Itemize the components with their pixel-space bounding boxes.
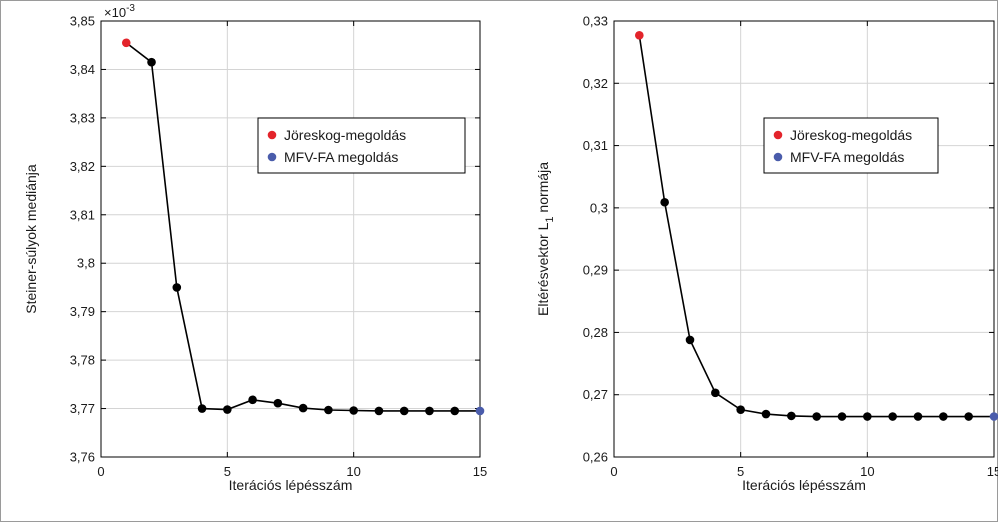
chart-2-point-15 (989, 412, 998, 421)
chart-1-point-1 (121, 38, 131, 48)
chart-2-ytick-label-1: 0,27 (583, 387, 608, 402)
chart-1-xtick-label-1: 5 (224, 464, 231, 479)
chart-2-point-11 (888, 412, 897, 421)
chart-1-ytick-label-6: 3,82 (70, 159, 95, 174)
chart-2-xtick-label-1: 5 (737, 464, 744, 479)
chart-1-xlabel: Iterációs lépésszám (229, 477, 353, 493)
chart-2-xtick-label-0: 0 (610, 464, 617, 479)
chart-2-point-10 (863, 412, 872, 421)
chart-1-ytick-label-7: 3,83 (70, 110, 95, 125)
chart-2-plot-area (614, 21, 994, 457)
chart-2-point-8 (812, 412, 821, 421)
chart-2-point-5 (736, 405, 745, 414)
chart-2-ytick-label-6: 0,32 (583, 76, 608, 91)
chart-1-ytick-label-9: 3,85 (70, 14, 95, 29)
chart-2-xtick-label-2: 10 (860, 464, 874, 479)
chart-1-point-7 (273, 398, 283, 408)
chart-1-legend-label-2: MFV-FA megoldás (284, 149, 398, 165)
chart-2-ylabel: Eltérésvektor L1 normája (535, 162, 556, 316)
chart-1-point-15 (475, 406, 485, 416)
chart-1-ytick-label-3: 3,79 (70, 304, 95, 319)
chart-1-point-13 (425, 406, 434, 416)
chart-2-point-13 (939, 412, 948, 421)
chart-2-point-6 (761, 409, 771, 419)
chart-1-xtick-label-2: 10 (346, 464, 360, 479)
chart-2-legend-box (763, 117, 939, 174)
chart-2-ytick-label-2: 0,28 (583, 325, 608, 340)
chart-1-point-9 (324, 405, 333, 415)
chart-1-point-3 (172, 283, 182, 292)
chart-1-xtick-label-3: 15 (473, 464, 487, 479)
chart-2-point-14 (964, 412, 973, 421)
chart-2-xlabel: Iterációs lépésszám (742, 477, 866, 493)
chart-2-legend-marker-2 (773, 152, 783, 162)
chart-1-point-14 (450, 406, 460, 416)
chart-1-ytick-label-4: 3,8 (77, 256, 95, 271)
chart-2-point-1 (635, 31, 644, 40)
chart-1-point-4 (197, 404, 207, 413)
chart-1-ytick-label-5: 3,81 (70, 207, 95, 222)
chart-2-xtick-label-3: 15 (987, 464, 998, 479)
chart-2-axes-frame (613, 20, 995, 458)
chart-1-legend-marker-2 (267, 152, 277, 162)
chart-1-point-5 (223, 405, 232, 414)
chart-2-ytick-label-7: 0,33 (583, 14, 608, 29)
chart-1-point-2 (147, 57, 156, 67)
chart-1-ytick-label-1: 3,77 (70, 401, 95, 416)
chart-2-ytick-label-4: 0,3 (590, 200, 608, 215)
chart-2-point-9 (837, 412, 847, 421)
chart-1-legend-box (257, 117, 466, 174)
chart-1-point-10 (349, 406, 358, 415)
chart-2-ytick-label-0: 0,26 (583, 450, 608, 465)
chart-1: 0 5 10 15 3,76 3,77 3,78 3,79 3,8 3,81 3,82 3,83 3,8… (23, 3, 487, 493)
chart-2-point-12 (913, 412, 923, 421)
chart-2-point-2 (660, 197, 669, 207)
chart-1-point-8 (298, 403, 308, 413)
chart-1-plot-area (101, 21, 480, 457)
chart-1-legend-label-1: Jöreskog-megoldás (284, 127, 406, 143)
chart-2: 0 5 10 15 0,26 0,27 0,28 0,29 0,3 0,31 0,32 0,33 Ite… (535, 14, 998, 493)
chart-1-point-12 (399, 406, 409, 416)
chart-2-legend-label-2: MFV-FA megoldás (790, 149, 904, 165)
chart-1-axes-frame (100, 20, 481, 458)
chart-1-xtick-label-0: 0 (97, 464, 104, 479)
chart-2-ytick-label-3: 0,29 (583, 263, 608, 278)
chart-2-point-4 (711, 388, 720, 398)
chart-1-ytick-label-0: 3,76 (70, 450, 95, 465)
chart-2-ytick-label-5: 0,31 (583, 138, 608, 153)
chart-2-point-3 (685, 335, 695, 345)
chart-2-point-7 (787, 411, 796, 421)
chart-1-ylabel: Steiner-súlyok mediánja (23, 164, 39, 314)
chart-1-ytick-label-2: 3,78 (70, 353, 95, 368)
chart-1-exponent-label: ×10-3 (104, 3, 135, 20)
chart-1-ytick-label-8: 3,84 (70, 62, 95, 77)
chart-2-legend-label-1: Jöreskog-megoldás (790, 127, 912, 143)
chart-2-legend-marker-1 (773, 130, 783, 140)
chart-1-point-6 (248, 395, 257, 405)
chart-1-point-11 (374, 406, 384, 416)
chart-1-legend-marker-1 (267, 130, 277, 140)
